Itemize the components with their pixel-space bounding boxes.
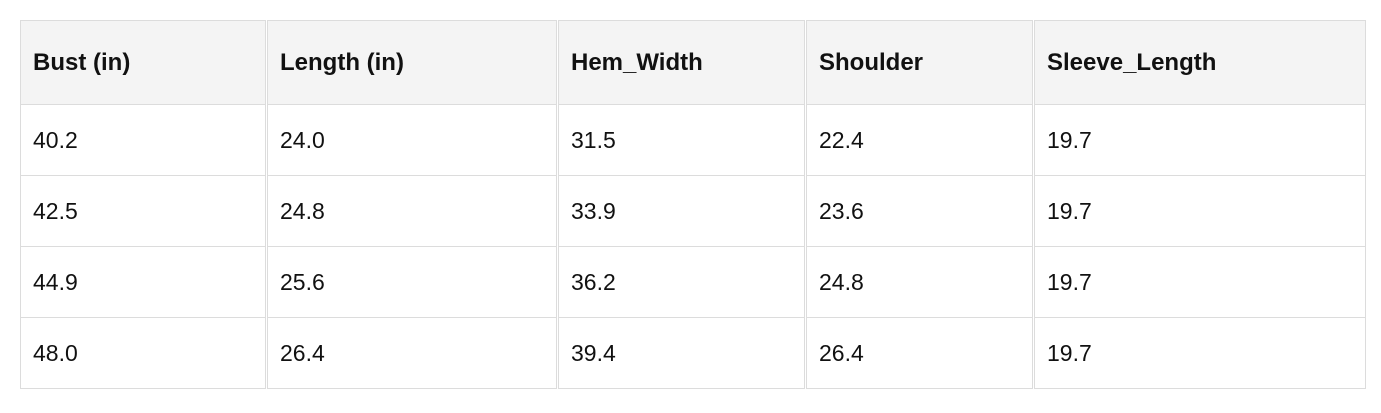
header-row: Bust (in) Length (in) Hem_Width Shoulder… xyxy=(20,20,1366,105)
cell: 23.6 xyxy=(806,176,1033,247)
cell: 48.0 xyxy=(20,318,266,389)
cell: 24.8 xyxy=(806,247,1033,318)
size-chart-table: Bust (in) Length (in) Hem_Width Shoulder… xyxy=(19,20,1367,389)
cell: 39.4 xyxy=(558,318,805,389)
cell: 22.4 xyxy=(806,105,1033,176)
cell: 33.9 xyxy=(558,176,805,247)
header-length: Length (in) xyxy=(267,20,557,105)
header-hem-width: Hem_Width xyxy=(558,20,805,105)
header-sleeve-length: Sleeve_Length xyxy=(1034,20,1366,105)
table-row: 44.9 25.6 36.2 24.8 19.7 xyxy=(20,247,1366,318)
table-row: 48.0 26.4 39.4 26.4 19.7 xyxy=(20,318,1366,389)
cell: 19.7 xyxy=(1034,176,1366,247)
cell: 26.4 xyxy=(806,318,1033,389)
header-bust: Bust (in) xyxy=(20,20,266,105)
header-shoulder: Shoulder xyxy=(806,20,1033,105)
cell: 36.2 xyxy=(558,247,805,318)
table-row: 42.5 24.8 33.9 23.6 19.7 xyxy=(20,176,1366,247)
cell: 19.7 xyxy=(1034,318,1366,389)
table-row: 40.2 24.0 31.5 22.4 19.7 xyxy=(20,105,1366,176)
cell: 40.2 xyxy=(20,105,266,176)
cell: 19.7 xyxy=(1034,247,1366,318)
cell: 24.0 xyxy=(267,105,557,176)
cell: 31.5 xyxy=(558,105,805,176)
cell: 26.4 xyxy=(267,318,557,389)
cell: 25.6 xyxy=(267,247,557,318)
cell: 24.8 xyxy=(267,176,557,247)
cell: 19.7 xyxy=(1034,105,1366,176)
cell: 42.5 xyxy=(20,176,266,247)
cell: 44.9 xyxy=(20,247,266,318)
